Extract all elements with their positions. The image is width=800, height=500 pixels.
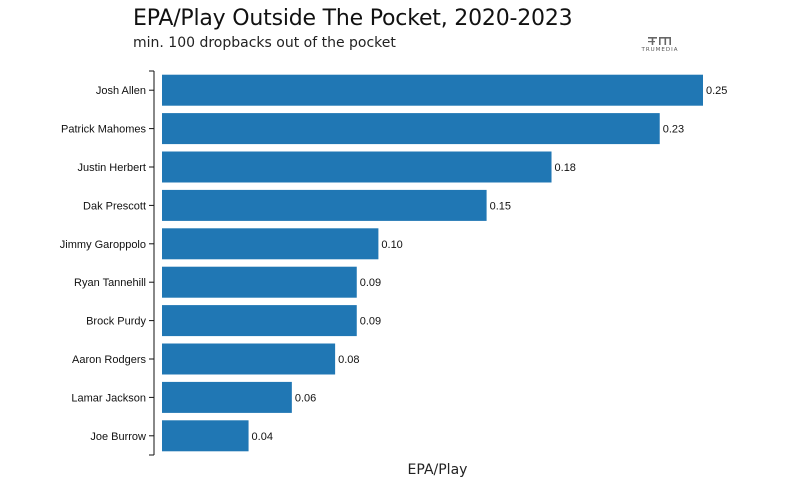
- y-tick-label: Lamar Jackson: [71, 392, 146, 404]
- bar-value-label: 0.15: [490, 200, 511, 212]
- bar: [162, 381, 292, 413]
- y-tick-label: Jimmy Garoppolo: [60, 239, 146, 251]
- bar: [162, 420, 249, 452]
- bar: [162, 228, 379, 260]
- y-tick-label: Josh Allen: [96, 85, 146, 97]
- logo-text: TRUMEDIA: [641, 47, 679, 53]
- bar-value-label: 0.10: [381, 239, 402, 251]
- bar-value-label: 0.18: [555, 162, 576, 174]
- y-tick-label: Patrick Mahomes: [61, 124, 146, 136]
- y-tick-label: Joe Burrow: [90, 431, 146, 443]
- bar-value-label: 0.23: [663, 124, 684, 136]
- y-tick-label: Aaron Rodgers: [72, 354, 146, 366]
- bar: [162, 113, 660, 145]
- bar: [162, 74, 703, 106]
- bar: [162, 343, 336, 375]
- x-axis-title: EPA/Play: [408, 462, 468, 478]
- bar-value-label: 0.06: [295, 392, 316, 404]
- bar-value-label: 0.08: [338, 354, 359, 366]
- bar: [162, 151, 552, 183]
- y-tick-label: Justin Herbert: [78, 162, 146, 174]
- bar: [162, 266, 357, 298]
- y-tick-label: Dak Prescott: [83, 200, 146, 212]
- trumedia-logo-icon: [648, 37, 671, 45]
- bar-value-label: 0.04: [252, 431, 273, 443]
- bar-value-label: 0.09: [360, 316, 381, 328]
- y-tick-label: Ryan Tannehill: [74, 277, 146, 289]
- chart-title: EPA/Play Outside The Pocket, 2020-2023: [133, 6, 573, 31]
- y-tick-label: Brock Purdy: [86, 316, 146, 328]
- bar-value-label: 0.09: [360, 277, 381, 289]
- bar: [162, 189, 487, 221]
- trumedia-logo: TRUMEDIA: [640, 36, 680, 53]
- bar: [162, 305, 357, 337]
- chart-subtitle: min. 100 dropbacks out of the pocket: [133, 35, 396, 51]
- bar-value-label: 0.25: [706, 85, 727, 97]
